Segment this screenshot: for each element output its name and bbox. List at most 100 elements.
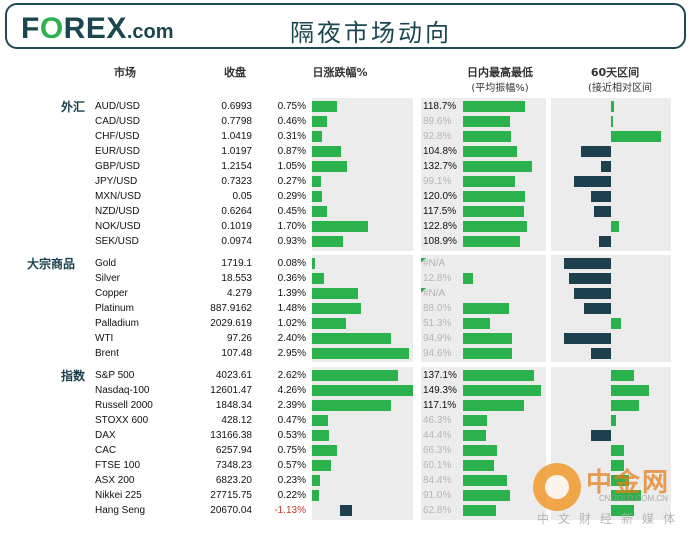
header-banner: FOREX.com 隔夜市场动向	[5, 3, 686, 49]
instrument-name: JPY/USD	[95, 176, 138, 188]
range-value: 137.1%	[423, 370, 457, 381]
range-bar	[463, 415, 488, 427]
sixty-day-bar	[611, 460, 624, 472]
instrument-name: EUR/USD	[95, 146, 141, 158]
change-bar	[312, 490, 320, 502]
close-value: 0.6264	[221, 206, 252, 218]
change-bar	[312, 318, 346, 330]
table-row: Brent 107.48 2.95% 94.6%	[0, 346, 692, 361]
close-value: 0.7323	[221, 176, 252, 188]
table-row: Nasdaq-100 12601.47 4.26% 149.3%	[0, 383, 692, 398]
table-row: Silver 18.553 0.36% 12.8%	[0, 271, 692, 286]
instrument-name: NOK/USD	[95, 221, 141, 233]
sixty-day-bar	[563, 258, 611, 269]
change-bar	[312, 131, 323, 143]
table-row: CAD/USD 0.7798 0.46% 89.6%	[0, 114, 692, 129]
sixty-day-bar	[573, 176, 611, 188]
na-flag-icon	[421, 258, 426, 263]
sixty-day-bar	[598, 236, 611, 248]
change-bar	[312, 415, 328, 427]
table-row: JPY/USD 0.7323 0.27% 99.1%	[0, 174, 692, 189]
change-bar	[312, 333, 392, 345]
col-header-close: 收盘	[224, 66, 246, 79]
instrument-name: Russell 2000	[95, 400, 153, 412]
sixty-panel	[551, 255, 671, 363]
range-value: 62.8%	[423, 505, 452, 517]
sixty-day-bar	[611, 475, 629, 487]
instrument-name: CHF/USD	[95, 131, 140, 143]
range-bar	[463, 333, 513, 345]
sixty-day-bar	[573, 288, 611, 300]
logo-o: O	[39, 12, 64, 45]
change-value: 0.75%	[277, 101, 306, 112]
close-value: 0.1019	[221, 221, 252, 233]
watermark-brand: 中金网	[586, 468, 671, 498]
instrument-name: DAX	[95, 430, 116, 442]
range-value: 149.3%	[423, 385, 457, 397]
instrument-name: SEK/USD	[95, 236, 139, 248]
change-bar	[312, 273, 324, 285]
table-row: DAX 13166.38 0.53% 44.4%	[0, 428, 692, 443]
range-bar	[463, 273, 473, 285]
change-value: 2.40%	[277, 333, 306, 345]
range-bar	[463, 318, 490, 330]
range-bar	[463, 236, 520, 248]
close-value: 1719.1	[221, 258, 252, 269]
range-bar	[463, 221, 527, 233]
range-bar	[463, 348, 513, 360]
watermark-tagline: 中文财经新媒体	[537, 512, 685, 526]
range-bar	[463, 445, 498, 457]
change-bar	[312, 445, 337, 457]
change-bar	[312, 191, 322, 203]
change-bar	[312, 101, 337, 112]
logo-suffix: .com	[126, 21, 174, 43]
change-value: 1.02%	[277, 318, 306, 330]
table-row: GBP/USD 1.2154 1.05% 132.7%	[0, 159, 692, 174]
close-value: 20670.04	[210, 505, 252, 517]
sixty-day-bar	[581, 146, 611, 158]
change-bar	[312, 116, 328, 128]
col-header-change: 日涨跌幅%	[312, 66, 368, 79]
close-value: 6823.20	[215, 475, 252, 487]
change-value: 0.08%	[277, 258, 306, 269]
table-row: AUD/USD 0.6993 0.75% 118.7%	[0, 99, 692, 114]
close-value: 428.12	[221, 415, 252, 427]
instrument-name: CAD/USD	[95, 116, 141, 128]
change-value: 0.47%	[277, 415, 306, 427]
table-row: SEK/USD 0.0974 0.93% 108.9%	[0, 234, 692, 249]
range-value: 66.3%	[423, 445, 452, 457]
instrument-name: Palladium	[95, 318, 139, 330]
change-bar	[312, 258, 315, 269]
table-row: Russell 2000 1848.34 2.39% 117.1%	[0, 398, 692, 413]
col-subheader-range: (平均振幅%)	[471, 83, 529, 94]
table-row: Nikkei 225 27715.75 0.22% 91.0%	[0, 488, 692, 503]
change-value: 0.27%	[277, 176, 306, 188]
instrument-name: S&P 500	[95, 370, 135, 381]
sixty-day-bar	[611, 445, 624, 457]
section-label: 指数	[61, 369, 86, 383]
range-bar	[463, 505, 496, 517]
section-label: 大宗商品	[27, 257, 76, 271]
close-value: 6257.94	[215, 445, 252, 457]
range-value: 122.8%	[423, 221, 457, 233]
change-value: 0.53%	[277, 430, 306, 442]
sixty-day-bar	[611, 131, 661, 143]
range-value: 44.4%	[423, 430, 452, 442]
instrument-name: Silver	[95, 273, 121, 285]
table-row: MXN/USD 0.05 0.29% 120.0%	[0, 189, 692, 204]
change-bar	[312, 303, 361, 315]
range-value: 84.4%	[423, 475, 452, 487]
range-bar	[463, 131, 512, 143]
table-row: Gold 1719.1 0.08% #N/A	[0, 256, 692, 271]
change-bar	[312, 288, 358, 300]
table-row: Hang Seng 20670.04 -1.13% 62.8%	[0, 503, 692, 518]
page-title: 隔夜市场动向	[290, 19, 452, 47]
range-bar	[463, 303, 509, 315]
change-value: 1.70%	[277, 221, 306, 233]
instrument-name: FTSE 100	[95, 460, 141, 472]
close-value: 4023.61	[215, 370, 252, 381]
col-subheader-sixty: (接近相对区间	[588, 83, 652, 94]
range-bar	[463, 385, 541, 397]
change-value: 1.05%	[277, 161, 306, 173]
na-flag-icon	[421, 288, 426, 294]
